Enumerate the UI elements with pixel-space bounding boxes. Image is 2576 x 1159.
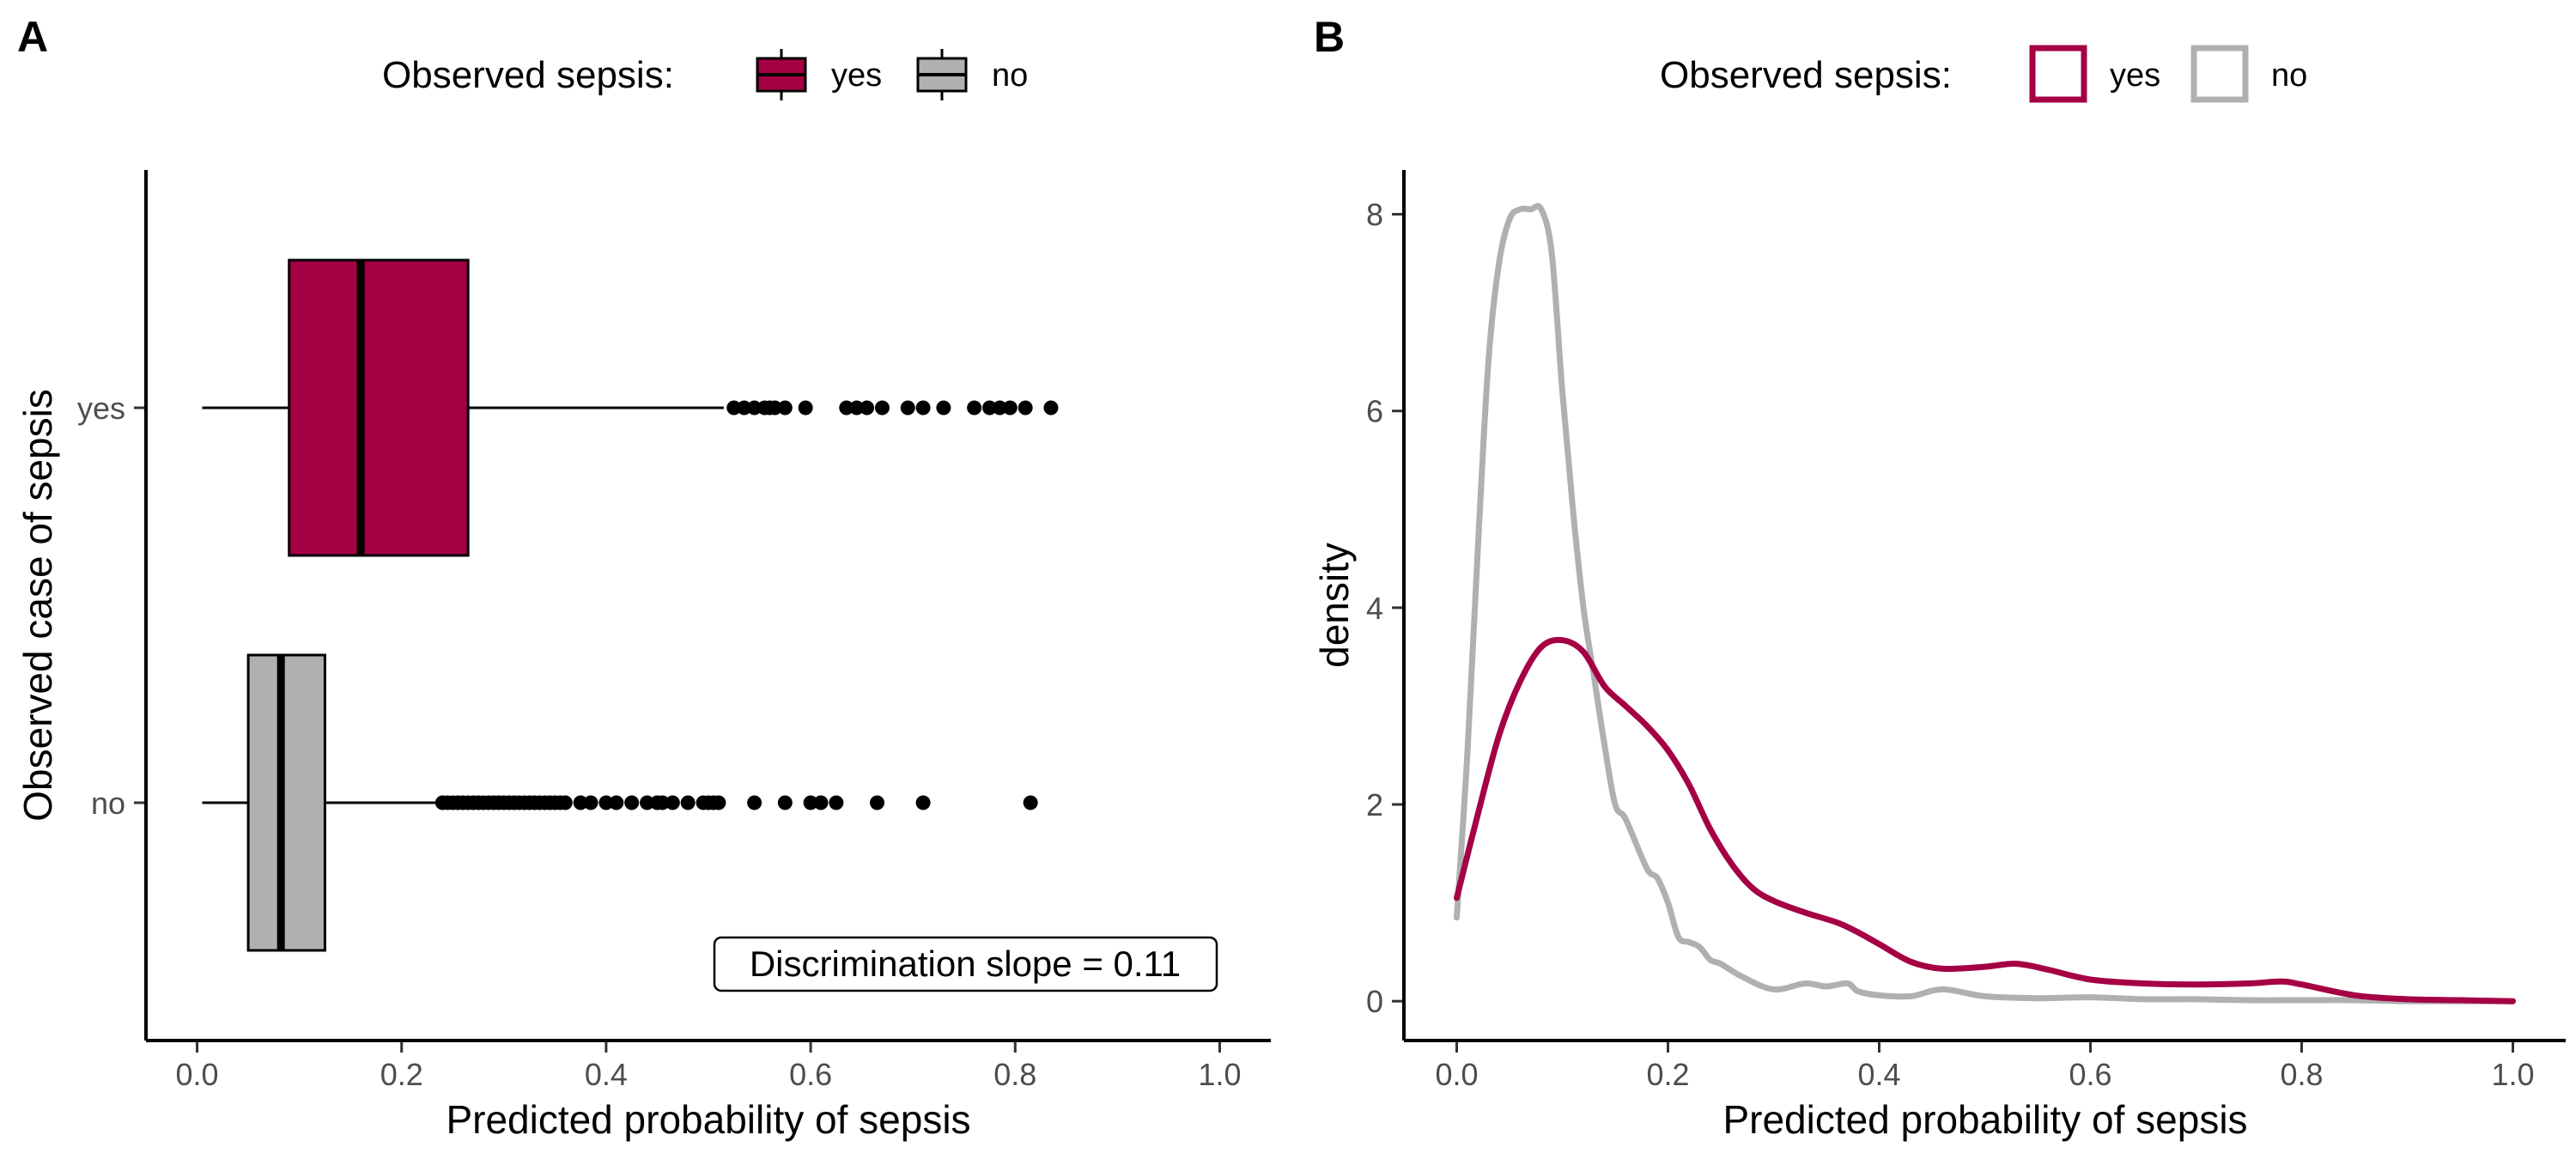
panel-b-x-tick-label: 0.4 (1857, 1057, 1900, 1092)
panel-a-y-tick-label: no (91, 786, 125, 821)
panel-b-legend: Observed sepsis: yes no (1660, 45, 2307, 103)
panel-a-y-tick-label: yes (77, 391, 125, 426)
outlier-point (777, 795, 793, 810)
outlier-point (583, 795, 598, 810)
outlier-point (711, 795, 726, 810)
outlier-point (849, 400, 865, 416)
panel-a-legend-label-no: no (992, 58, 1028, 94)
outlier-point (992, 400, 1007, 416)
outlier-point (598, 795, 614, 810)
density-line-yes (1454, 636, 2516, 1004)
panel-a-x-tick-label: 0.4 (585, 1057, 628, 1092)
outlier-point (874, 400, 890, 416)
density-line-no (1454, 203, 2516, 1004)
panel-a-x-axis-title: Predicted probability of sepsis (446, 1097, 970, 1142)
outlier-point (726, 400, 742, 416)
outlier-point (915, 795, 931, 810)
panel-a-legend-key-yes (756, 49, 807, 100)
panel-b-tag: B (1314, 13, 1345, 61)
panel-a-x-tick-label: 0.2 (380, 1057, 423, 1092)
outlier-point (640, 795, 655, 810)
panel-b-x-axis: 0.0 0.2 0.4 0.6 0.8 1.0 (1435, 1041, 2535, 1092)
panel-a-boxplots (202, 258, 1059, 952)
boxplot-yes (202, 258, 1059, 557)
panel-b-x-tick-label: 1.0 (2491, 1057, 2534, 1092)
panel-a-legend: Observed sepsis: yes no (382, 49, 1028, 100)
outlier-point (915, 400, 931, 416)
panel-b-y-axis-title: density (1312, 543, 1357, 668)
outlier-point (1002, 400, 1018, 416)
outlier-point (747, 795, 762, 810)
panel-a-legend-key-no (916, 49, 968, 100)
outlier-point (900, 400, 915, 416)
panel-a-legend-label-yes: yes (831, 58, 882, 94)
panel-b-y-tick-label: 6 (1366, 394, 1383, 429)
panel-b-legend-label-yes: yes (2110, 58, 2160, 94)
box-iqr (246, 653, 326, 952)
panel-a-x-axis: 0.0 0.2 0.4 0.6 0.8 1.0 (176, 1041, 1241, 1092)
panel-a-legend-title: Observed sepsis: (382, 54, 674, 96)
panel-a-y-axis-title: Observed case of sepsis (15, 389, 60, 822)
outlier-point (1023, 795, 1038, 810)
panel-b-y-axis: 0 2 4 6 8 (1366, 197, 1404, 1019)
outlier-point (777, 400, 793, 416)
outlier-point (680, 795, 696, 810)
outlier-point (609, 795, 624, 810)
outlier-point (803, 795, 818, 810)
panel-b-x-tick-label: 0.0 (1435, 1057, 1478, 1092)
panel-a-x-tick-label: 0.0 (176, 1057, 219, 1092)
outlier-point (1043, 400, 1059, 416)
outlier-point (654, 795, 670, 810)
panel-b: B Observed sepsis: yes no 0.0 0.2 0.4 0.6 0.… (1312, 13, 2566, 1142)
panel-b-legend-label-no: no (2271, 58, 2307, 94)
discrimination-slope-annotation: Discrimination slope = 0.11 (713, 936, 1218, 992)
panel-b-density-curves (1454, 203, 2516, 1004)
panel-a: A Observed sepsis: yes no 0.0 0.2 0.4 0.6 0.… (15, 13, 1271, 1142)
panel-a-x-tick-label: 1.0 (1198, 1057, 1241, 1092)
panel-b-legend-key-no (2190, 45, 2249, 103)
panel-b-y-tick-label: 2 (1366, 787, 1383, 822)
boxplot-no (202, 653, 1038, 952)
panel-b-x-axis-title: Predicted probability of sepsis (1722, 1097, 2247, 1142)
outlier-point (829, 795, 844, 810)
outlier-point (967, 400, 982, 416)
outlier-point (747, 400, 762, 416)
outlier-point (624, 795, 640, 810)
outlier-point (573, 795, 588, 810)
panel-b-x-tick-label: 0.8 (2280, 1057, 2323, 1092)
panel-b-y-tick-label: 8 (1366, 197, 1383, 233)
panel-a-tag: A (17, 13, 48, 61)
discrimination-slope-label: Discrimination slope = 0.11 (750, 944, 1181, 984)
panel-a-x-tick-label: 0.8 (993, 1057, 1036, 1092)
outlier-point (839, 400, 854, 416)
outlier-point (813, 795, 829, 810)
panel-b-y-tick-label: 0 (1366, 984, 1383, 1019)
panel-a-y-axis: yes no (77, 391, 146, 821)
panel-b-x-tick-label: 0.6 (2069, 1057, 2111, 1092)
panel-b-legend-key-yes (2029, 45, 2087, 103)
outlier-point (665, 795, 680, 810)
box-iqr (288, 258, 470, 557)
outlier-point (860, 400, 875, 416)
outlier-point (936, 400, 951, 416)
outlier-point (798, 400, 813, 416)
panel-b-x-tick-label: 0.2 (1646, 1057, 1689, 1092)
outlier-point (870, 795, 884, 810)
panel-b-legend-title: Observed sepsis: (1660, 54, 1952, 96)
outlier-point (982, 400, 997, 416)
outlier-point (767, 400, 782, 416)
outlier-point (1018, 400, 1033, 416)
panel-b-y-tick-label: 4 (1366, 591, 1383, 626)
outlier-point (737, 400, 752, 416)
panel-a-x-tick-label: 0.6 (789, 1057, 832, 1092)
outlier-point (557, 795, 573, 810)
